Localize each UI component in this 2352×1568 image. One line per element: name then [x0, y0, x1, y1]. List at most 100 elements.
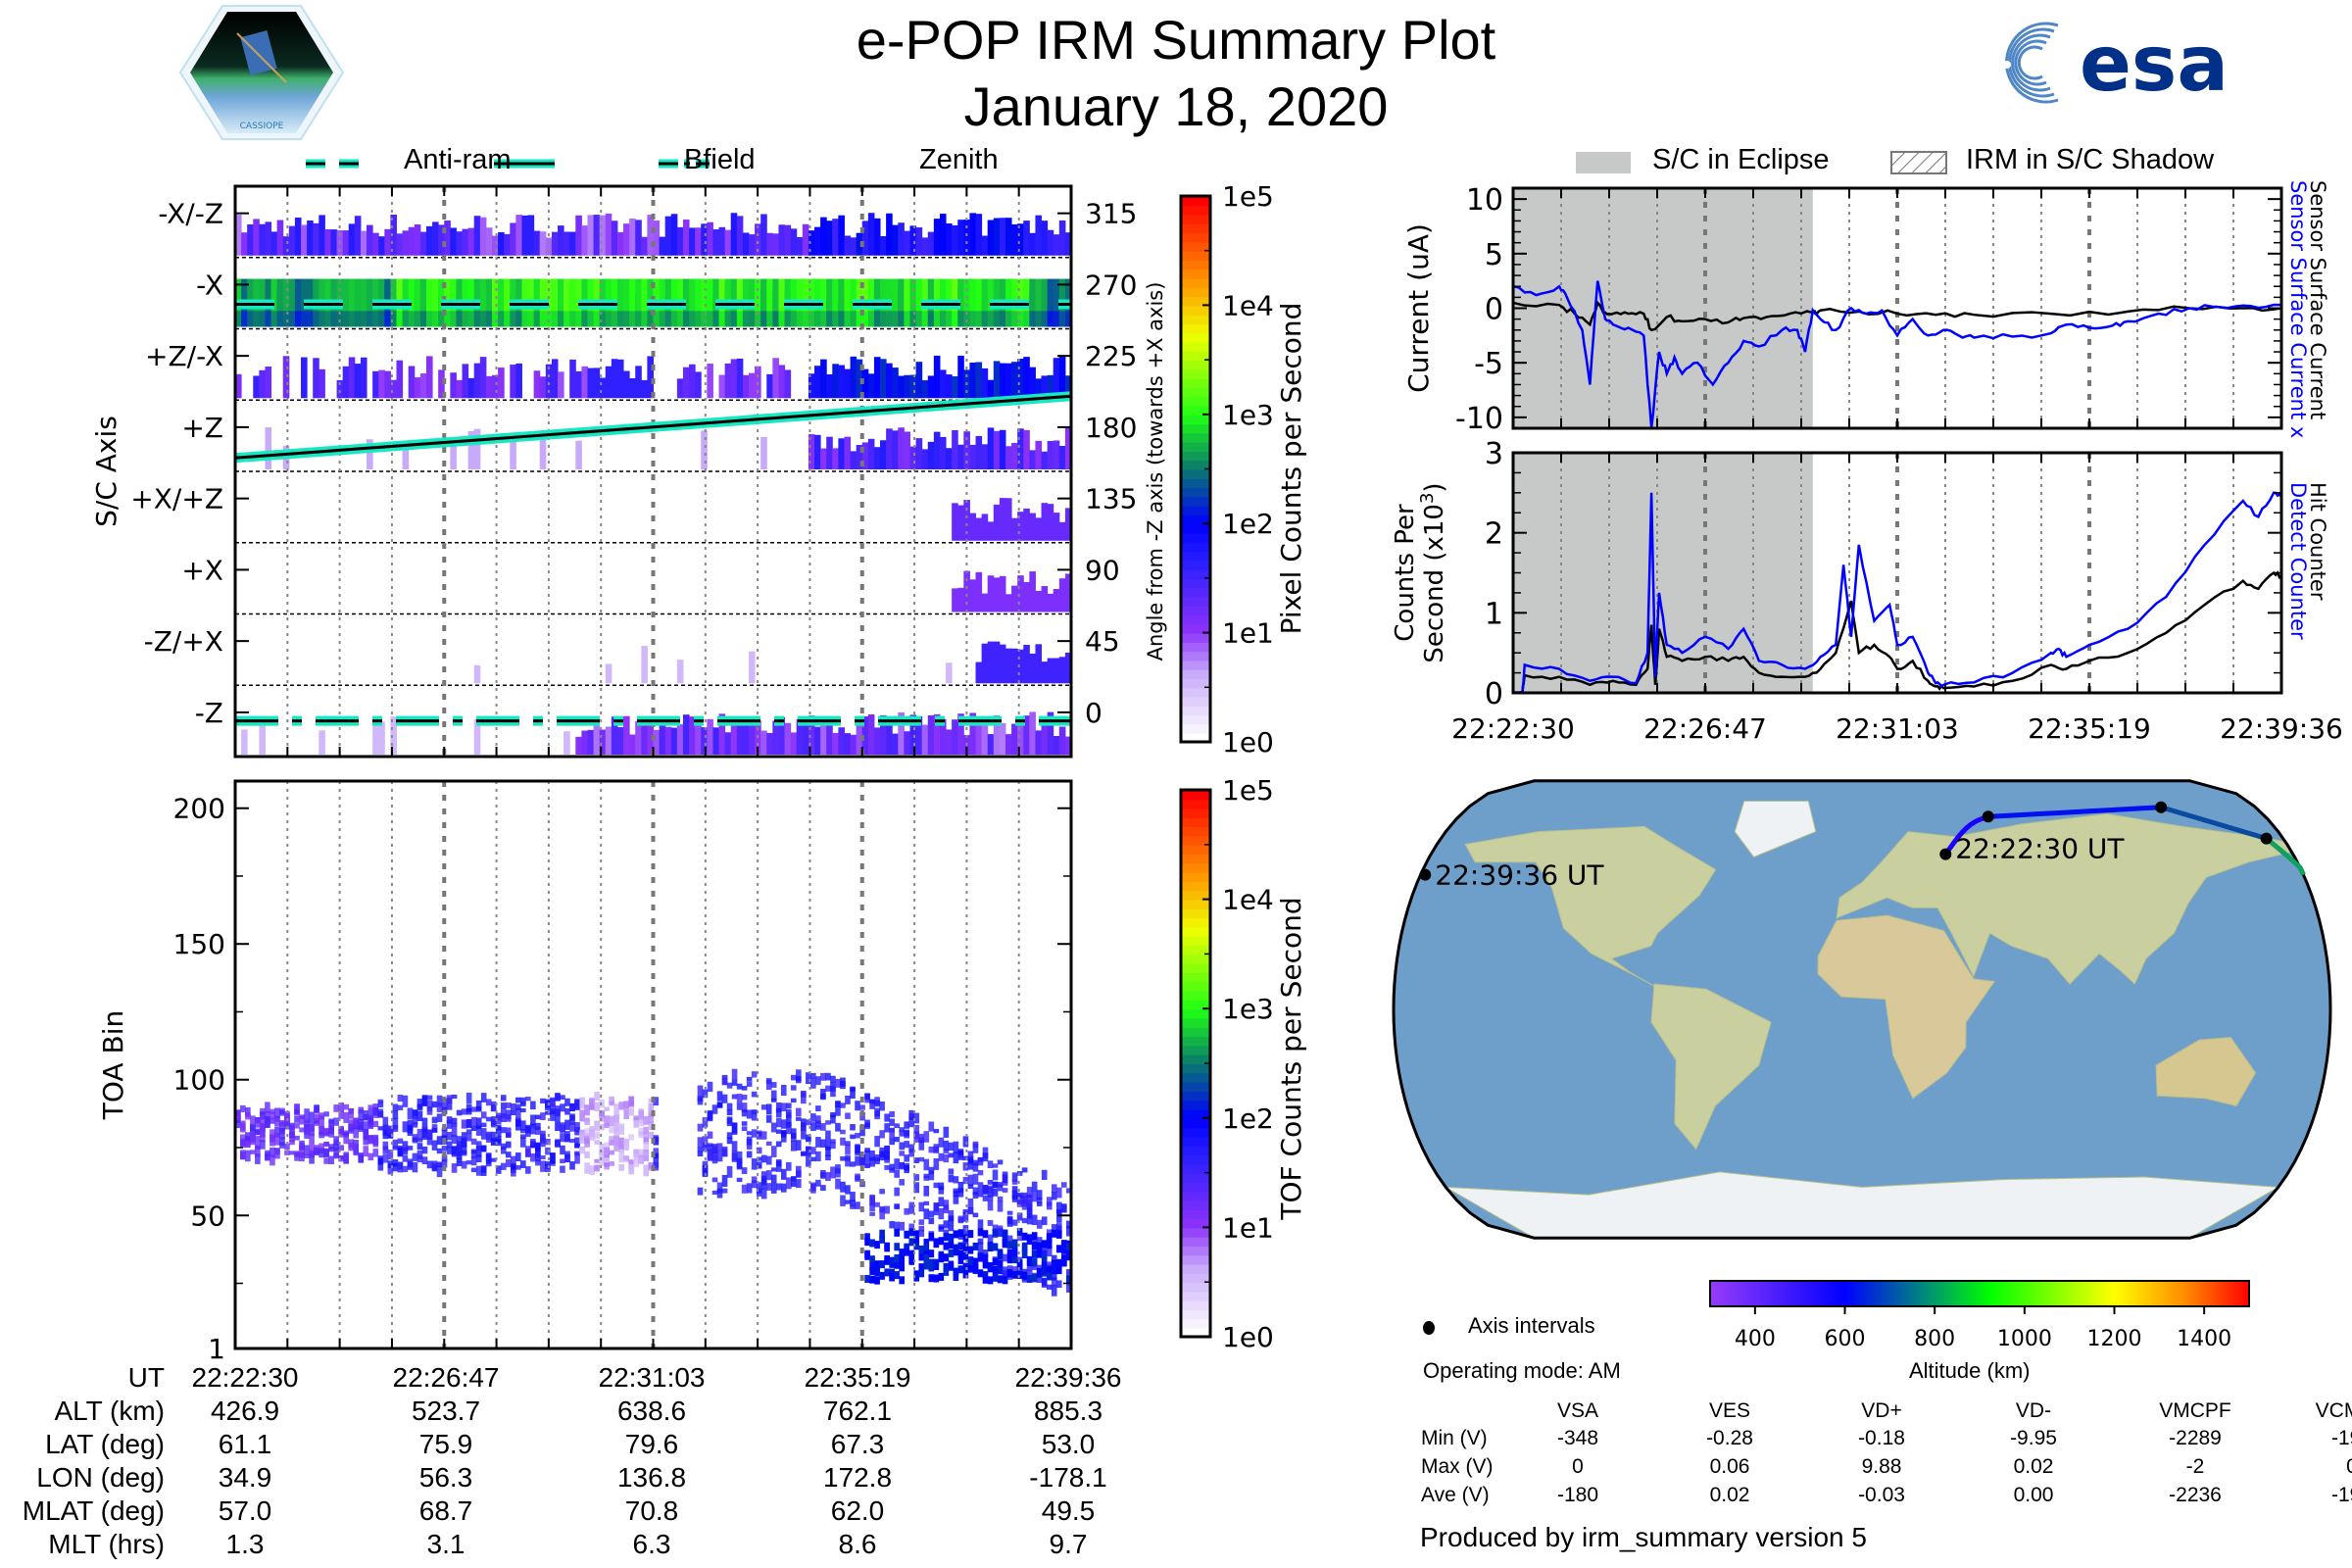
spectrogram-cell: [462, 278, 469, 312]
spectrogram-cell: [593, 723, 601, 755]
spectrogram-cell: [736, 216, 744, 256]
tof-cell: [845, 1095, 851, 1104]
tof-cell: [1026, 1274, 1033, 1283]
ephemeris-cell: 67.3: [830, 1429, 885, 1459]
tof-cell: [948, 1225, 955, 1232]
spectrogram-cell: [952, 719, 958, 755]
tof-cell: [972, 1187, 979, 1196]
colorbar-segment: [1181, 596, 1210, 607]
tof-cell: [913, 1182, 920, 1194]
tof-cell: [520, 1134, 526, 1139]
spectrogram-cell: [778, 716, 786, 755]
ephemeris-cell: -178.1: [1029, 1462, 1107, 1493]
spectrogram-cell: [838, 299, 845, 327]
spectrogram-cell: [969, 513, 977, 541]
tof-cell: [490, 1138, 497, 1146]
spectrogram-cell: [587, 368, 595, 399]
tof-cell: [555, 1092, 561, 1102]
tof-cell: [446, 1102, 453, 1110]
tof-cell: [1055, 1187, 1062, 1199]
y-tick-label: 50: [190, 1200, 225, 1232]
spectrogram-cell: [808, 304, 815, 327]
spectrogram-cell: [558, 278, 564, 312]
tof-cell: [530, 1141, 536, 1146]
tof-cell: [1065, 1284, 1072, 1293]
tof-cell: [801, 1118, 807, 1127]
spectrogram-cell: [491, 308, 499, 327]
tof-cell: [904, 1121, 910, 1129]
tof-cell: [923, 1249, 930, 1257]
tof-cell: [697, 1187, 704, 1196]
tof-cells: [235, 1068, 1072, 1297]
x-tick-label: 22:31:03: [1836, 712, 1959, 745]
tof-cell: [392, 1159, 399, 1167]
tof-cell: [894, 1187, 900, 1197]
colorbar-segment: [1181, 541, 1210, 553]
tof-cell: [392, 1103, 399, 1112]
tof-cell: [535, 1126, 541, 1135]
tof-cell: [825, 1130, 831, 1142]
tof-cell: [441, 1098, 448, 1109]
spectrogram-cell: [1029, 513, 1036, 541]
tof-cell: [785, 1161, 792, 1171]
spectrogram-cell: [1064, 652, 1072, 684]
spectrogram-cell: [1041, 503, 1049, 541]
spectrogram-cell: [438, 278, 445, 312]
tof-cell: [899, 1263, 905, 1272]
tof-cell: [299, 1152, 305, 1158]
tof-cell: [270, 1117, 275, 1124]
spectrogram-cell: [1004, 446, 1012, 469]
tof-cell: [397, 1162, 404, 1173]
colorbar-segment: [1181, 259, 1210, 270]
spectrogram-cell: [372, 370, 379, 399]
tof-cell: [392, 1110, 399, 1120]
tof-cell: [918, 1263, 925, 1272]
tof-cell: [785, 1102, 792, 1109]
tof-cell: [569, 1139, 575, 1144]
tof-cell: [928, 1121, 935, 1132]
tof-cell: [599, 1143, 605, 1155]
voltage-cell: -0.03: [1858, 1484, 1905, 1506]
ephemeris-cell: 53.0: [1041, 1429, 1096, 1459]
spectrogram-cell: [378, 305, 385, 327]
spectrogram-cell: [718, 278, 726, 312]
tof-cell: [923, 1243, 930, 1251]
y-tick-label: 0: [1485, 677, 1503, 711]
spectrogram-cell: [820, 278, 827, 312]
tof-cell: [943, 1153, 950, 1163]
tof-cell: [1011, 1255, 1018, 1264]
voltage-header: VSA: [1556, 1399, 1599, 1422]
tof-cell: [240, 1134, 246, 1142]
tof-cell: [879, 1147, 885, 1157]
spectrogram-cell: [414, 297, 421, 327]
tof-cell: [928, 1274, 935, 1283]
spectrogram-cell: [498, 231, 505, 256]
tof-cell: [540, 1112, 546, 1120]
spectrogram-cell: [1035, 215, 1043, 256]
tof-cell: [314, 1148, 319, 1156]
colorbar-segment: [1181, 560, 1210, 570]
spectrogram-cell: [1017, 428, 1024, 469]
greenland: [1734, 800, 1817, 858]
tof-cell: [412, 1121, 418, 1128]
tof-cell: [1036, 1190, 1043, 1200]
colorbar-segment: [1181, 305, 1210, 316]
tof-cell: [250, 1115, 256, 1125]
tof-cell: [972, 1173, 979, 1185]
tof-cell: [1046, 1272, 1053, 1281]
spectrogram-cell: [826, 278, 833, 312]
colorbar-segment: [1181, 614, 1210, 625]
spectrogram-cell: [390, 307, 398, 327]
ephemeris-cell: 61.1: [218, 1429, 272, 1459]
eclipse-region: [1513, 188, 1813, 428]
spectrogram-cell: [880, 359, 887, 399]
spectrogram-cell: [653, 278, 661, 312]
tof-cell: [387, 1163, 394, 1175]
tof-cell: [741, 1167, 748, 1175]
tof-cell: [1036, 1276, 1043, 1284]
spectrogram-cell: [927, 231, 935, 256]
tof-cell: [953, 1267, 959, 1276]
tof-cell: [638, 1115, 645, 1124]
tof-cell: [323, 1157, 329, 1164]
spectrogram-cell: [927, 306, 935, 327]
